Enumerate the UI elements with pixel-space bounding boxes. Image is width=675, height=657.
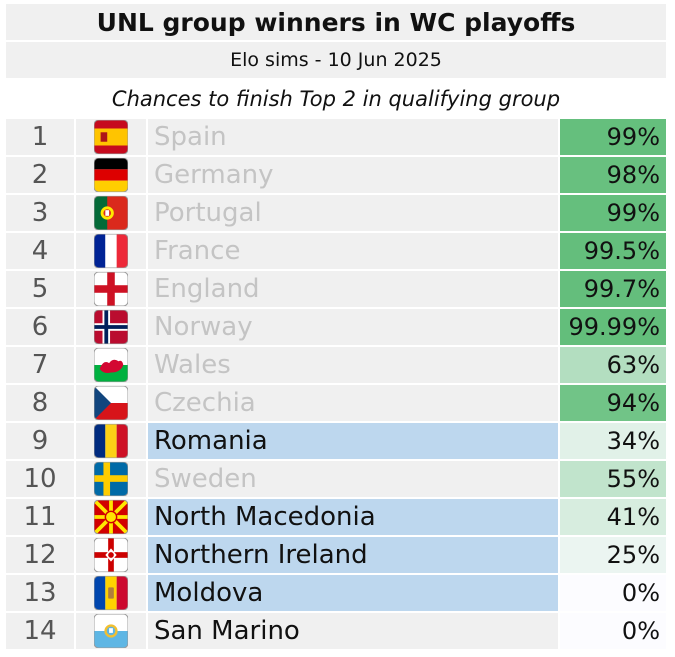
page-title: UNL group winners in WC playoffs — [6, 4, 666, 40]
portugal-flag-icon — [94, 196, 128, 230]
rank-cell: 11 — [6, 499, 74, 535]
rank-cell: 2 — [6, 157, 74, 193]
flag-cell — [76, 575, 146, 611]
norway-flag-icon — [94, 310, 128, 344]
rank-cell: 4 — [6, 233, 74, 269]
northern-ireland-flag-icon — [94, 538, 128, 572]
rank-cell: 8 — [6, 385, 74, 421]
chance-value: 0% — [560, 613, 666, 649]
table-row: 2 Germany 98% — [6, 156, 666, 194]
flag-cell — [76, 119, 146, 155]
flag-cell — [76, 271, 146, 307]
rank-cell: 12 — [6, 537, 74, 573]
chance-value: 98% — [560, 157, 666, 193]
chance-value: 0% — [560, 575, 666, 611]
wales-flag-icon — [94, 348, 128, 382]
country-name: Sweden — [148, 461, 558, 497]
table-row: 3 Portugal 99% — [6, 194, 666, 232]
country-name: England — [148, 271, 558, 307]
flag-cell — [76, 157, 146, 193]
rank-cell: 14 — [6, 613, 74, 649]
flag-cell — [76, 309, 146, 345]
table-row: 1 Spain 99% — [6, 118, 666, 156]
table-row: 12 Northern Ireland 25% — [6, 536, 666, 574]
czechia-flag-icon — [94, 386, 128, 420]
flag-cell — [76, 461, 146, 497]
country-name: Northern Ireland — [148, 537, 558, 573]
country-name: Portugal — [148, 195, 558, 231]
table-row: 8 Czechia 94% — [6, 384, 666, 422]
england-flag-icon — [94, 272, 128, 306]
country-name: San Marino — [148, 613, 558, 649]
chance-value: 99.7% — [560, 271, 666, 307]
france-flag-icon — [94, 234, 128, 268]
chance-value: 99.99% — [560, 309, 666, 345]
country-name: Romania — [148, 423, 558, 459]
table-caption: Chances to finish Top 2 in qualifying gr… — [111, 87, 561, 111]
table-row: 14 San Marino 0% — [6, 612, 666, 650]
country-name: Norway — [148, 309, 558, 345]
country-name: Czechia — [148, 385, 558, 421]
table-row: 4 France 99.5% — [6, 232, 666, 270]
page-subtitle: Elo sims - 10 Jun 2025 — [6, 42, 666, 78]
san-marino-flag-icon — [94, 614, 128, 648]
chance-value: 25% — [560, 537, 666, 573]
chance-value: 63% — [560, 347, 666, 383]
table-row: 6 Norway 99.99% — [6, 308, 666, 346]
standings-table: 1 Spain 99% 2 Germany 98% 3 Portugal 99% 4 France 9… — [6, 118, 666, 650]
flag-cell — [76, 195, 146, 231]
flag-cell — [76, 537, 146, 573]
country-name: Moldova — [148, 575, 558, 611]
romania-flag-icon — [94, 424, 128, 458]
flag-cell — [76, 613, 146, 649]
chance-value: 99.5% — [560, 233, 666, 269]
north-macedonia-flag-icon — [94, 500, 128, 534]
flag-cell — [76, 385, 146, 421]
flag-cell — [76, 499, 146, 535]
spain-flag-icon — [94, 120, 128, 154]
table-row: 13 Moldova 0% — [6, 574, 666, 612]
country-name: North Macedonia — [148, 499, 558, 535]
chance-value: 99% — [560, 195, 666, 231]
chance-value: 99% — [560, 119, 666, 155]
chance-value: 41% — [560, 499, 666, 535]
rank-cell: 7 — [6, 347, 74, 383]
chance-value: 55% — [560, 461, 666, 497]
country-name: France — [148, 233, 558, 269]
rank-cell: 13 — [6, 575, 74, 611]
table-row: 7 Wales 63% — [6, 346, 666, 384]
table-row: 11 North Macedonia 41% — [6, 498, 666, 536]
flag-cell — [76, 233, 146, 269]
chance-value: 34% — [560, 423, 666, 459]
country-name: Germany — [148, 157, 558, 193]
rank-cell: 3 — [6, 195, 74, 231]
rank-cell: 1 — [6, 119, 74, 155]
flag-cell — [76, 347, 146, 383]
rank-cell: 9 — [6, 423, 74, 459]
rank-cell: 10 — [6, 461, 74, 497]
rank-cell: 5 — [6, 271, 74, 307]
country-name: Spain — [148, 119, 558, 155]
moldova-flag-icon — [94, 576, 128, 610]
sweden-flag-icon — [94, 462, 128, 496]
table-row: 9 Romania 34% — [6, 422, 666, 460]
flag-cell — [76, 423, 146, 459]
chance-value: 94% — [560, 385, 666, 421]
table-row: 5 England 99.7% — [6, 270, 666, 308]
germany-flag-icon — [94, 158, 128, 192]
country-name: Wales — [148, 347, 558, 383]
rank-cell: 6 — [6, 309, 74, 345]
table-row: 10 Sweden 55% — [6, 460, 666, 498]
